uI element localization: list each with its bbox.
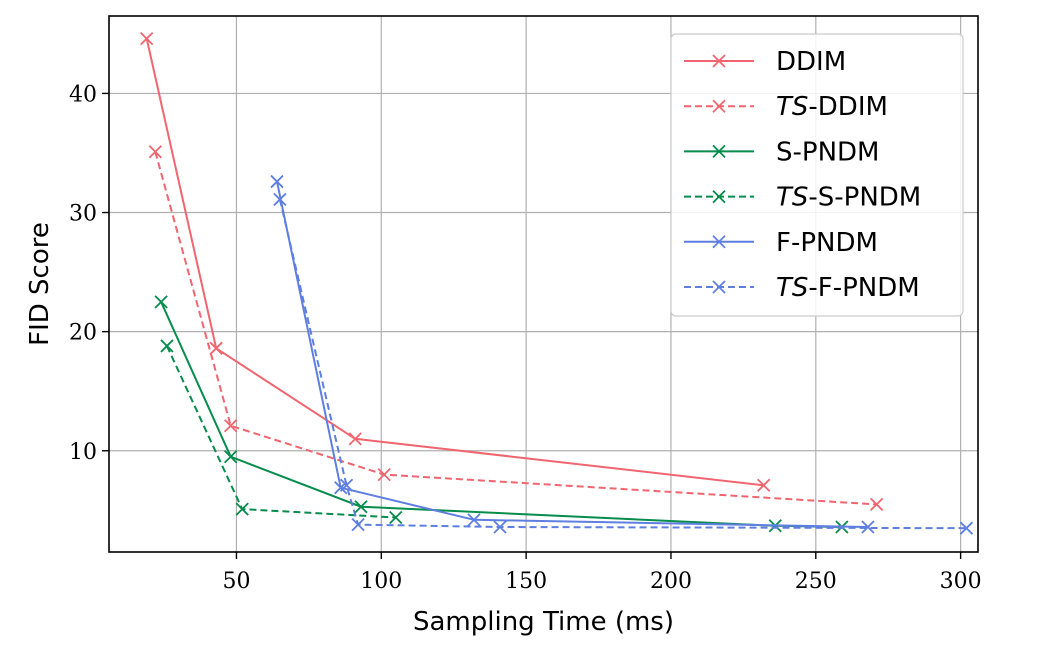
data-point-marker [224,419,238,433]
data-point-marker [348,432,362,446]
x-tick-label: 200 [650,569,692,594]
data-point-marker [160,339,174,353]
legend-entry: TS-DDIM [684,92,888,122]
data-point-marker [270,174,284,189]
legend-label: F-PNDM [776,228,878,258]
series-ts-f-pndm [273,192,974,535]
data-point-marker [467,513,481,527]
legend-label: TS-S-PNDM [776,183,921,213]
data-point-marker [757,478,771,492]
data-point-marker [154,295,168,309]
data-point-marker [273,192,287,207]
x-tick-label: 100 [360,569,402,594]
legend-entry: F-PNDM [684,228,878,258]
data-point-marker [869,497,884,511]
legend-marker [712,99,726,113]
data-point-marker [148,145,162,159]
legend-marker [712,280,726,294]
y-tick-label: 10 [69,440,97,465]
x-tick-label: 50 [222,569,250,594]
legend: DDIM TS-DDIM S-PNDM TS-S-PNDM F-PNDM TS-F-PND… [670,33,964,317]
data-point-marker [209,341,223,355]
data-point-marker [861,520,875,534]
data-point-marker [389,510,403,525]
x-tick-label: 300 [940,569,982,594]
legend-entry: S-PNDM [684,137,879,167]
legend-label: DDIM [776,47,846,77]
series-ddim [140,31,771,492]
data-point-marker [224,450,238,464]
data-point-marker [140,31,154,46]
series-line [276,181,868,528]
data-point-marker [493,520,507,534]
legend-entry: TS-S-PNDM [684,183,921,213]
data-point-marker [339,478,354,492]
y-axis-title: FID Score [25,222,55,346]
data-point-marker [235,502,249,516]
plot-area-frame [108,15,979,553]
data-point-marker [351,517,365,532]
x-tick-label: 150 [505,569,547,594]
series-f-pndm [270,174,875,534]
x-axis-title: Sampling Time (ms) [413,607,674,637]
legend-marker [712,54,726,68]
y-tick-label: 40 [69,82,97,107]
legend-entry: TS-F-PNDM [684,273,920,303]
series-line [154,151,877,506]
data-point-marker [354,500,368,514]
legend-marker [712,189,726,204]
legend-marker [712,144,726,159]
legend-entry: DDIM [684,47,846,77]
series-ts-ddim [148,145,884,511]
legend-box [670,33,964,317]
data-point-marker [959,521,974,535]
series-line [160,301,842,528]
y-tick-label: 20 [69,321,97,346]
legend-label: TS-F-PNDM [776,273,920,303]
series-line [145,38,764,487]
axis-ticks: 50 100 150 200 250 300 10 20 30 40 [69,82,982,594]
y-tick-label: 30 [69,202,97,227]
series-layer [140,31,974,535]
legend-label: TS-DDIM [776,92,888,122]
series-ts-s-pndm [160,339,403,525]
data-point-marker [377,467,391,482]
x-tick-label: 250 [795,569,837,594]
legend-marker [712,235,726,249]
legend-label: S-PNDM [776,137,879,167]
